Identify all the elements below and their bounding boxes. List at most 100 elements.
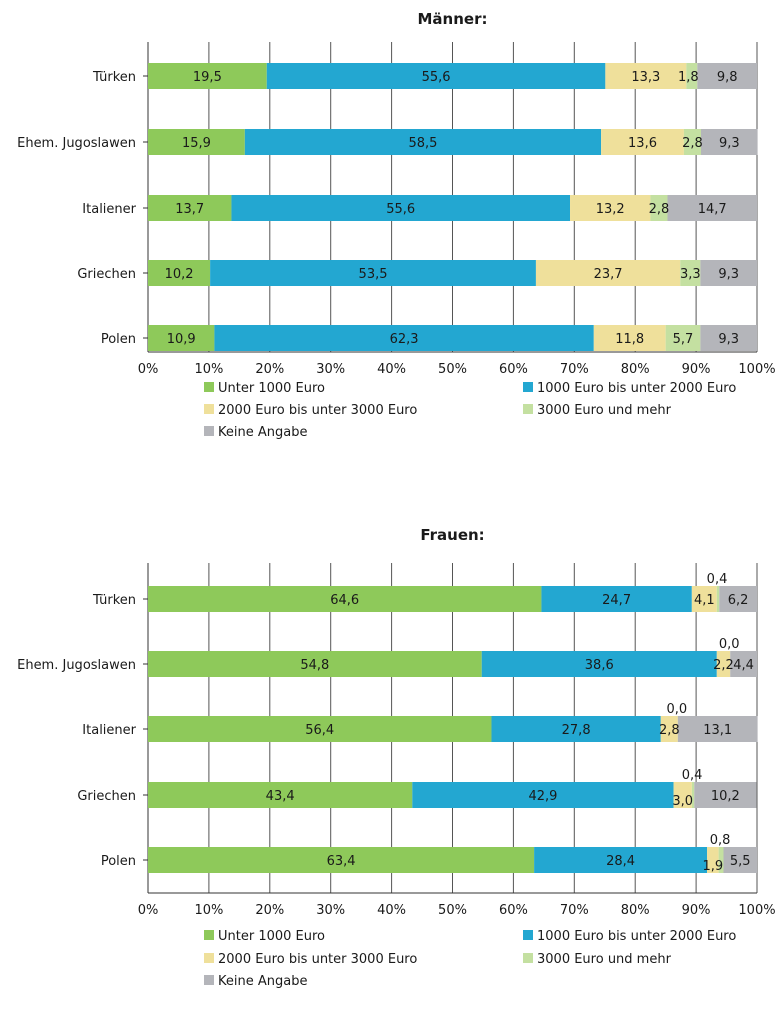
x-tick-label: 10% xyxy=(194,903,223,918)
category-label: Türken xyxy=(92,593,136,608)
data-label: 13,1 xyxy=(703,723,732,738)
data-label: 13,6 xyxy=(628,136,657,151)
bar-segment xyxy=(601,129,684,155)
data-label: 11,8 xyxy=(615,332,644,347)
data-label: 54,8 xyxy=(300,658,329,673)
x-tick-label: 100% xyxy=(738,903,775,918)
bar-segment xyxy=(667,195,757,221)
bar-segment xyxy=(210,260,536,286)
data-label: 3,3 xyxy=(680,267,701,282)
legend-label: Unter 1000 Euro xyxy=(218,381,325,396)
data-label: 2,8 xyxy=(659,723,680,738)
bar-segment xyxy=(148,716,492,742)
x-tick-label: 60% xyxy=(499,362,528,377)
bar-segment xyxy=(148,782,413,808)
bar-segment xyxy=(700,129,758,155)
bar-segment xyxy=(244,129,602,155)
bar-segment xyxy=(680,260,701,286)
x-tick-label: 30% xyxy=(316,362,345,377)
legend-swatch xyxy=(204,930,214,940)
data-label: 0,0 xyxy=(719,637,740,652)
data-label: 58,5 xyxy=(408,136,437,151)
category-label: Polen xyxy=(101,332,136,347)
legend-label: Keine Angabe xyxy=(218,425,307,440)
bar-segment xyxy=(148,586,542,612)
bar-segment xyxy=(683,129,701,155)
data-label: 5,7 xyxy=(673,332,694,347)
data-label: 10,9 xyxy=(167,332,196,347)
bar-segment xyxy=(691,782,695,808)
data-label: 1,9 xyxy=(703,859,724,874)
bar-segment xyxy=(716,586,720,612)
bar-segment xyxy=(691,586,717,612)
bar-segment xyxy=(673,782,692,808)
data-label: 0,4 xyxy=(682,768,703,783)
data-label: 62,3 xyxy=(390,332,419,347)
bar-segment xyxy=(148,63,267,89)
bar-segment xyxy=(593,325,666,351)
data-label: 9,8 xyxy=(717,70,738,85)
category-label: Italiener xyxy=(82,202,136,217)
data-label: 10,2 xyxy=(165,267,194,282)
chart-frauen: Frauen: 0% 10% 20% 30% 40% 50% 60% 70% 80% 90% 100%… xyxy=(17,526,775,989)
data-label: 55,6 xyxy=(422,70,451,85)
legend-swatch xyxy=(523,382,533,392)
data-label: 0,4 xyxy=(707,572,728,587)
bar-segment xyxy=(148,325,215,351)
bar-segment xyxy=(605,63,687,89)
chart-title: Männer: xyxy=(418,10,488,28)
x-tick-label: 90% xyxy=(682,362,711,377)
bar-segment xyxy=(660,716,678,742)
data-label: 2,2 xyxy=(713,658,734,673)
bar-segment xyxy=(665,325,701,351)
bar-segment xyxy=(677,716,758,742)
bar-segment xyxy=(697,63,757,89)
legend-swatch xyxy=(523,930,533,940)
data-label: 9,3 xyxy=(718,267,739,282)
data-label: 55,6 xyxy=(386,202,415,217)
data-label: 42,9 xyxy=(528,789,557,804)
legend-label: 2000 Euro bis unter 3000 Euro xyxy=(218,403,417,418)
x-tick-label: 60% xyxy=(499,903,528,918)
x-tick-label: 50% xyxy=(438,903,467,918)
bar-segment xyxy=(730,651,757,677)
data-label: 2,8 xyxy=(649,202,670,217)
data-label: 19,5 xyxy=(193,70,222,85)
x-tick-label: 100% xyxy=(738,362,775,377)
bar-segment xyxy=(700,260,757,286)
x-tick-label: 40% xyxy=(377,903,406,918)
bar-segment xyxy=(148,847,535,873)
chart-maenner: Männer: 0% 10% 20% 30% 40% 50% 60% 70% 80% 90% 100%… xyxy=(17,10,775,440)
x-tick-label: 40% xyxy=(377,362,406,377)
category-label: Griechen xyxy=(77,789,136,804)
legend-label: 1000 Euro bis unter 2000 Euro xyxy=(537,929,736,944)
category-label: Ehem. Jugoslawen xyxy=(17,136,136,151)
legend-swatch xyxy=(204,953,214,963)
data-label: 43,4 xyxy=(266,789,295,804)
legend-swatch xyxy=(204,426,214,436)
bar-segment xyxy=(718,847,724,873)
legend-label: 1000 Euro bis unter 2000 Euro xyxy=(537,381,736,396)
category-label: Türken xyxy=(92,70,136,85)
bar-segment xyxy=(723,847,757,873)
data-label: 4,4 xyxy=(733,658,754,673)
bar-segment xyxy=(686,63,698,89)
x-tick-label: 0% xyxy=(138,362,159,377)
x-tick-label: 80% xyxy=(621,362,650,377)
bar-segment xyxy=(148,260,211,286)
legend-label: Unter 1000 Euro xyxy=(218,929,325,944)
data-label: 13,2 xyxy=(596,202,625,217)
bar-segment xyxy=(491,716,661,742)
data-label: 38,6 xyxy=(585,658,614,673)
data-label: 64,6 xyxy=(330,593,359,608)
legend-swatch xyxy=(204,404,214,414)
data-label: 53,5 xyxy=(359,267,388,282)
bar-segment xyxy=(148,651,482,677)
x-tick-label: 10% xyxy=(194,362,223,377)
bar-segment xyxy=(535,260,681,286)
data-label: 13,7 xyxy=(175,202,204,217)
data-label: 6,2 xyxy=(728,593,749,608)
bar-segment xyxy=(716,651,731,677)
bar-segment xyxy=(719,586,757,612)
legend-label: 3000 Euro und mehr xyxy=(537,952,672,967)
